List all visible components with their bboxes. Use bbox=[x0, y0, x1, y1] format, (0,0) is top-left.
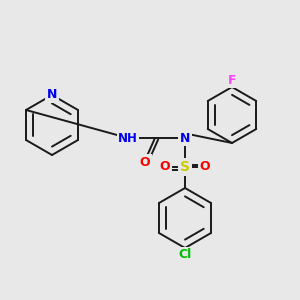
Text: O: O bbox=[200, 160, 210, 173]
Text: O: O bbox=[140, 155, 150, 169]
Text: N: N bbox=[47, 88, 57, 101]
Text: S: S bbox=[180, 160, 190, 174]
Text: NH: NH bbox=[118, 131, 138, 145]
Text: Cl: Cl bbox=[178, 248, 192, 262]
Text: N: N bbox=[180, 131, 190, 145]
Text: F: F bbox=[228, 74, 236, 86]
Text: O: O bbox=[160, 160, 170, 173]
